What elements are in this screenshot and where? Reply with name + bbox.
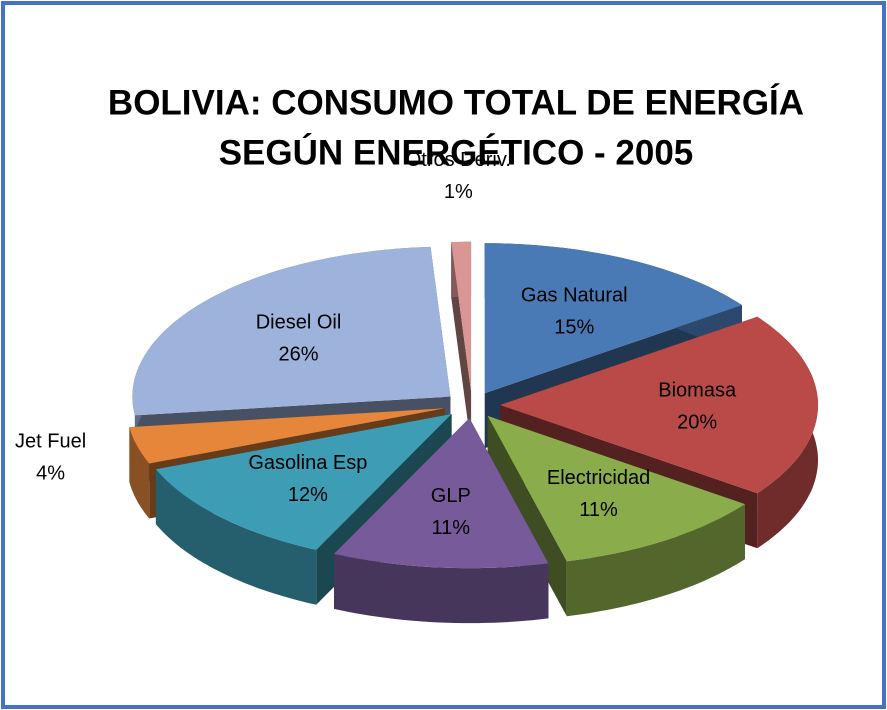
slice-label: Gasolina Esp [248,452,367,474]
slice-side [129,427,150,519]
slice-label: Electricidad [547,467,650,489]
slice [487,415,745,562]
slice-label: Biomasa [658,379,737,401]
slice-label: GLP [431,485,471,507]
slice-value-label: 11% [579,499,618,521]
slice [129,408,445,464]
slice-label: Gas Natural [521,285,628,307]
slice [155,414,452,550]
slice-value-label: 12% [288,484,328,506]
slice-value-label: 15% [554,317,594,339]
slice-value-label: 20% [677,411,717,433]
slice [132,246,451,416]
slice-label: Otros Deriv. [406,149,511,171]
slice [451,241,472,392]
slice [500,316,818,494]
slice-side [334,553,549,624]
slice-value-label: 4% [36,462,65,484]
slice [484,243,742,394]
slice-side [566,504,745,617]
slice-value-label: 1% [444,181,473,203]
slice-label: Diesel Oil [256,312,342,334]
chart-subtitle: SEGÚN ENERGÉTICO - 2005 [219,132,694,172]
chart-title: BOLIVIA: CONSUMO TOTAL DE ENERGÍA [108,82,804,122]
slice-side [155,469,317,605]
slice [334,418,549,569]
slice-label: Jet Fuel [15,430,86,452]
slice-value-label: 26% [278,344,318,366]
slice-value-label: 11% [432,517,471,539]
